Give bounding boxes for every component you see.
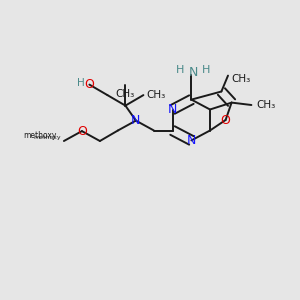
Text: methoxy: methoxy — [23, 130, 56, 140]
Text: N: N — [131, 114, 141, 127]
Text: CH₃: CH₃ — [116, 89, 135, 99]
Text: CH₃: CH₃ — [256, 100, 275, 110]
Text: O: O — [77, 124, 87, 138]
Text: O: O — [221, 113, 230, 127]
Text: O: O — [85, 78, 94, 91]
Text: CH₃: CH₃ — [146, 90, 166, 100]
Text: H: H — [176, 64, 184, 75]
Text: N: N — [189, 66, 199, 79]
Text: H: H — [77, 78, 85, 88]
Text: N: N — [187, 134, 196, 147]
Text: CH₃: CH₃ — [231, 74, 250, 84]
Text: H: H — [202, 64, 210, 75]
Text: methoxy: methoxy — [33, 136, 61, 140]
Text: N: N — [168, 103, 177, 116]
